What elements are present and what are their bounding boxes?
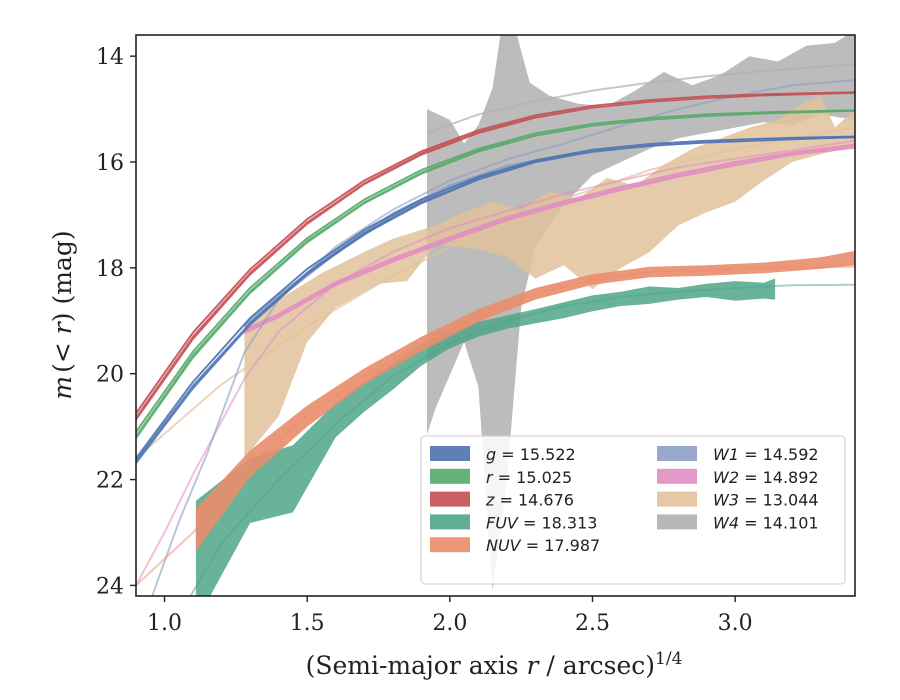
x-tick-label: 3.0 — [718, 611, 753, 636]
x-tick-label: 1.0 — [147, 611, 182, 636]
y-tick-label: 22 — [96, 469, 124, 494]
legend-swatch-nuv — [430, 537, 470, 553]
legend-label-w1: W1 = 14.592 — [713, 445, 819, 464]
legend-swatch-fuv — [430, 514, 470, 530]
axis-ticks: 1.0 1.5 2.0 2.5 3.0 14 16 18 20 22 24 — [96, 45, 753, 636]
fit-line-w3 — [136, 126, 855, 460]
band-fuv — [195, 278, 776, 596]
y-tick-label: 18 — [96, 257, 124, 282]
x-tick-label: 2.5 — [575, 611, 610, 636]
band-w3 — [244, 95, 855, 459]
legend-swatch-z — [430, 491, 470, 507]
legend-label-nuv: NUV = 17.987 — [486, 536, 600, 555]
fit-line-g — [136, 135, 855, 459]
plot-area — [136, 35, 855, 596]
legend-swatch-w1 — [657, 446, 697, 461]
legend-label-g: g = 15.522 — [486, 445, 576, 464]
fit-line-r — [136, 109, 855, 433]
x-axis-title: (Semi-major axis r / arcsec)1/4 — [306, 649, 683, 680]
y-tick-label: 24 — [96, 574, 124, 599]
legend-swatch-w4 — [657, 514, 697, 530]
legend-label-fuv: FUV = 18.313 — [486, 513, 597, 532]
fit-line-w1 — [151, 79, 855, 596]
legend-label-r: r = 15.025 — [486, 468, 572, 487]
legend-label-w3: W3 = 13.044 — [713, 491, 819, 510]
legend-box — [420, 435, 846, 585]
legend-swatch-w3 — [657, 491, 697, 507]
y-tick-label: 16 — [96, 151, 124, 176]
y-axis-title: m(< r) (mag) — [48, 230, 77, 399]
fit-line-w4 — [426, 63, 855, 134]
x-tick-label: 1.5 — [290, 611, 325, 636]
legend-label-w4: W4 = 14.101 — [713, 513, 819, 532]
legend-swatch-r — [430, 468, 470, 484]
legend-label-z: z = 14.676 — [485, 491, 574, 510]
plot-frame — [135, 34, 856, 597]
fit-line-fuv — [189, 283, 855, 596]
legend-swatch-g — [430, 446, 470, 461]
legend-swatch-w2 — [657, 468, 697, 484]
fit-line-z — [136, 91, 855, 414]
band-w4 — [427, 35, 855, 591]
fit-line-nuv — [136, 265, 855, 587]
y-tick-label: 14 — [96, 45, 124, 70]
legend: g = 15.522 r = 15.025 z = 14.676 FUV = 18.3… — [420, 435, 846, 585]
y-tick-label: 20 — [96, 363, 124, 388]
x-tick-label: 2.0 — [432, 611, 467, 636]
legend-label-w2: W2 = 14.892 — [713, 468, 819, 487]
fit-line-w2 — [136, 139, 855, 586]
